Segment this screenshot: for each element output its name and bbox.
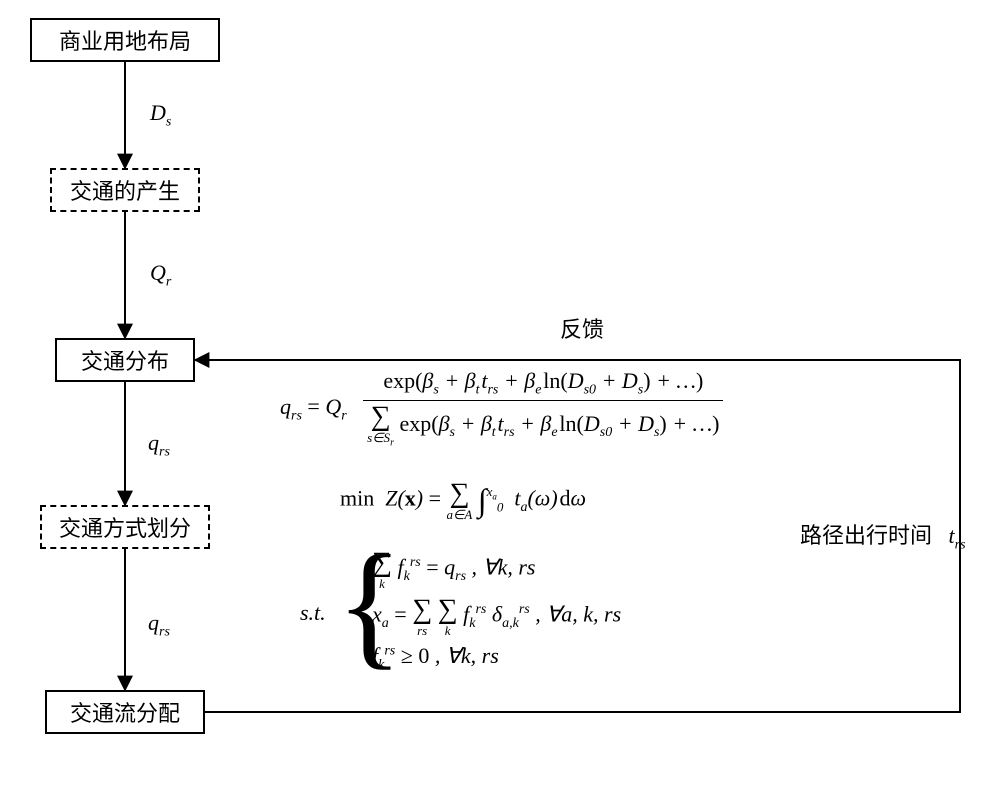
edge-var-Ds: Ds	[150, 100, 171, 130]
st-line2: xa = ∑rs ∑k fkrs δa,krs , ∀a, k, rs	[372, 596, 621, 637]
numerator: exp(βs + βt trs + βe ln(Ds0 + Ds) + …)	[363, 368, 723, 401]
formula-qrs: qrs = Qr exp(βs + βt trs + βe ln(Ds0 + D…	[280, 368, 723, 449]
edge-var-qrs-1: qrs	[148, 430, 170, 460]
Qr: Qr	[325, 394, 346, 419]
denominator: ∑s∈Sr exp(βs + βt trs + βe ln(Ds0 + Ds) …	[363, 401, 723, 449]
feedback-label: 反馈	[560, 312, 604, 344]
box-label: 交通的产生	[70, 174, 180, 206]
path-time-label: 路径出行时间 trs	[800, 518, 966, 553]
box-traffic-assignment: 交通流分配	[45, 690, 205, 734]
box-traffic-distribution: 交通分布	[55, 338, 195, 382]
text: 反馈	[560, 317, 604, 342]
formula-minZ: min Z(x) = ∑a∈A ∫xa0 ta(ω) dω	[340, 480, 586, 521]
text: 路径出行时间	[800, 523, 932, 548]
edge-var-Qr: Qr	[150, 260, 171, 290]
fraction: exp(βs + βt trs + βe ln(Ds0 + Ds) + …) ∑…	[363, 368, 723, 449]
sub: rs	[955, 537, 966, 552]
box-label: 商业用地布局	[59, 24, 191, 56]
st-line3: fkrs ≥ 0 , ∀k, rs	[372, 643, 621, 673]
var: Q	[150, 260, 166, 285]
var: q	[148, 430, 159, 455]
sub: r	[166, 274, 171, 289]
formula-st-lead: s.t.	[300, 600, 326, 626]
var: q	[148, 610, 159, 635]
sub: rs	[159, 444, 170, 459]
lhs: qrs	[280, 394, 302, 419]
edge-var-qrs-2: qrs	[148, 610, 170, 640]
sub: rs	[159, 624, 170, 639]
box-label: 交通分布	[81, 344, 169, 376]
st-line1: ∑k fkrs = qrs , ∀k, rs	[372, 549, 621, 590]
sub: s	[166, 114, 171, 129]
box-label: 交通方式划分	[59, 511, 191, 543]
box-traffic-generation: 交通的产生	[50, 168, 200, 212]
var: D	[150, 100, 166, 125]
box-label: 交通流分配	[70, 696, 180, 728]
box-mode-split: 交通方式划分	[40, 505, 210, 549]
box-commercial-layout: 商业用地布局	[30, 18, 220, 62]
